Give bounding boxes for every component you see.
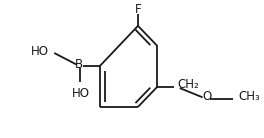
Text: O: O <box>203 90 212 103</box>
Text: F: F <box>135 3 141 16</box>
Text: CH₃: CH₃ <box>239 90 260 103</box>
Text: CH₂: CH₂ <box>177 78 199 91</box>
Text: HO: HO <box>72 87 90 100</box>
Text: B: B <box>75 58 83 71</box>
Text: HO: HO <box>31 45 49 58</box>
